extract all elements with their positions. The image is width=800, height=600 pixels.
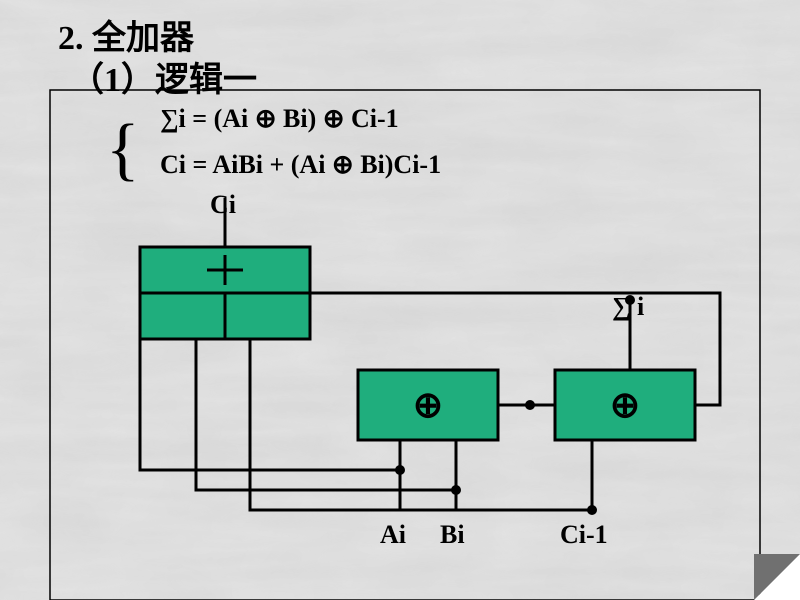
junction-dot — [525, 400, 535, 410]
svg-text:⊕: ⊕ — [610, 385, 640, 425]
junction-dot — [395, 465, 405, 475]
label-bi: Bi — [440, 520, 465, 550]
svg-text:⊕: ⊕ — [413, 385, 443, 425]
xor-gate-2: ⊕ — [555, 370, 695, 440]
junction-dot — [451, 485, 461, 495]
junction-dot — [587, 505, 597, 515]
logic-diagram: ⊕⊕ — [0, 0, 800, 600]
label-ai: Ai — [380, 520, 406, 550]
label-sum-out: ∑ i — [612, 292, 644, 322]
xor-gate-1: ⊕ — [358, 370, 498, 440]
label-ci-1: Ci-1 — [560, 520, 608, 550]
label-ci-out: Ci — [210, 190, 236, 220]
page-fold-icon — [754, 554, 800, 600]
